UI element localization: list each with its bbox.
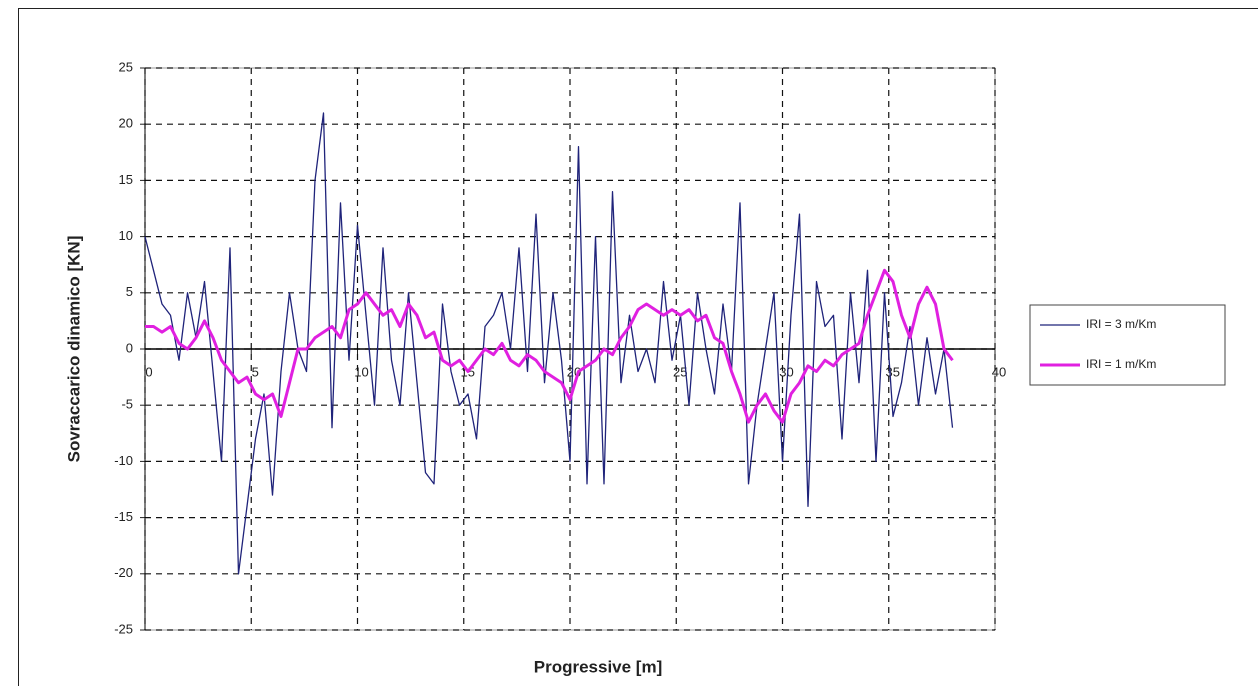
x-axis-label: Progressive [m] xyxy=(534,657,663,676)
y-tick-label: -20 xyxy=(114,565,133,580)
x-tick-label: 10 xyxy=(354,364,368,379)
x-tick-label: 30 xyxy=(779,364,793,379)
x-tick-label: 40 xyxy=(992,364,1006,379)
y-tick-label: -25 xyxy=(114,621,133,636)
y-tick-label: 20 xyxy=(119,116,133,131)
y-tick-label: 5 xyxy=(126,284,133,299)
legend-label: IRI = 3 m/Km xyxy=(1086,317,1156,331)
y-tick-label: -15 xyxy=(114,509,133,524)
y-tick-label: -5 xyxy=(121,397,133,412)
x-tick-label: 5 xyxy=(252,364,259,379)
y-tick-label: 15 xyxy=(119,172,133,187)
y-axis-label: Sovraccarico dinamico [KN] xyxy=(64,236,83,463)
y-tick-label: 25 xyxy=(119,59,133,74)
legend-label: IRI = 1 m/Km xyxy=(1086,357,1156,371)
x-tick-label: 35 xyxy=(886,364,900,379)
y-tick-label: 10 xyxy=(119,228,133,243)
y-tick-label: 0 xyxy=(126,340,133,355)
x-tick-label: 0 xyxy=(145,364,152,379)
y-tick-label: -10 xyxy=(114,453,133,468)
